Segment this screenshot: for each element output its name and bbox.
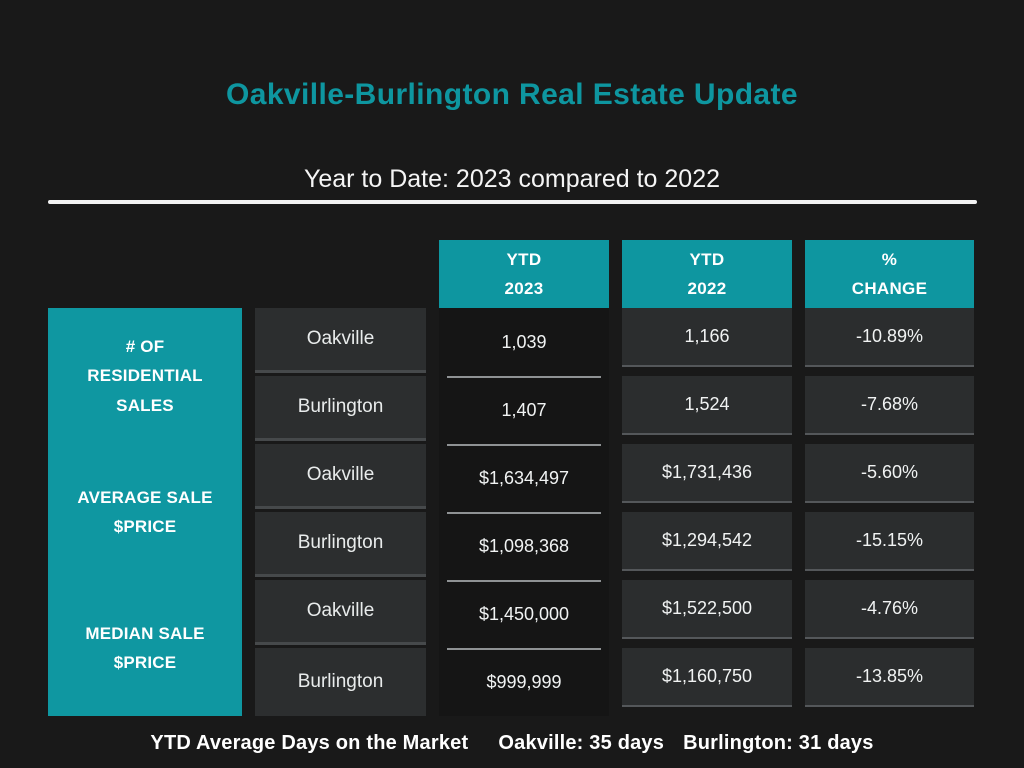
metric-label-line: SALES (116, 395, 174, 415)
value-pct-change: -13.85% (805, 648, 974, 707)
column-header-pct-change: % CHANGE (805, 240, 974, 308)
city-cell: Oakville (255, 444, 426, 509)
metric-label-line: MEDIAN SALE (85, 623, 205, 643)
header-spacer (48, 240, 426, 308)
header-line: 2022 (687, 279, 727, 298)
column-header-ytd-2023: YTD 2023 (439, 240, 609, 308)
metric-label-line: $PRICE (113, 517, 177, 536)
value-ytd2022: $1,160,750 (622, 648, 792, 707)
header-line: % (881, 249, 898, 269)
column-header-ytd-2022: YTD 2022 (622, 240, 792, 308)
value-ytd2023: 1,039 (439, 308, 609, 376)
footer-burlington-days: Burlington: 31 days (683, 732, 874, 754)
value-ytd2023: $1,634,497 (439, 444, 609, 512)
value-ytd2022: $1,294,542 (622, 512, 792, 571)
value-ytd2022: $1,522,500 (622, 580, 792, 639)
city-cell: Burlington (255, 512, 426, 577)
value-ytd2023: 1,407 (439, 376, 609, 444)
footer-oakville-days: Oakville: 35 days (498, 732, 665, 754)
value-ytd2022: 1,166 (622, 308, 792, 367)
header-line: 2023 (504, 279, 544, 298)
value-pct-change: -4.76% (805, 580, 974, 639)
value-ytd2023: $1,450,000 (439, 580, 609, 648)
footer-label: YTD Average Days on the Market (150, 732, 469, 754)
value-pct-change: -10.89% (805, 308, 974, 367)
metric-label-line: AVERAGE SALE (77, 487, 213, 507)
metric-label-residential-sales: # OF RESIDENTIAL SALES (48, 308, 242, 444)
metric-label-average-sale-price: AVERAGE SALE $PRICE (48, 444, 242, 580)
page-title: Oakville-Burlington Real Estate Update (226, 78, 798, 111)
value-ytd2023: $999,999 (439, 648, 609, 716)
value-ytd2023: $1,098,368 (439, 512, 609, 580)
metric-label-median-sale-price: MEDIAN SALE $PRICE (48, 580, 242, 716)
header-line: YTD (689, 249, 725, 269)
header-line: YTD (506, 249, 542, 269)
comparison-table: YTD 2023 YTD 2022 % CHANGE # OF RESIDENT… (48, 240, 974, 716)
value-ytd2022: $1,731,436 (622, 444, 792, 503)
metric-label-line: $PRICE (113, 653, 177, 672)
header-line: CHANGE (851, 279, 928, 298)
divider (48, 200, 977, 204)
value-pct-change: -15.15% (805, 512, 974, 571)
city-cell: Burlington (255, 376, 426, 441)
city-cell: Burlington (255, 648, 426, 716)
metric-label-line: RESIDENTIAL (87, 366, 203, 386)
subtitle: Year to Date: 2023 compared to 2022 (303, 165, 721, 193)
value-pct-change: -7.68% (805, 376, 974, 435)
footer: YTD Average Days on the Market Oakville:… (0, 732, 1024, 755)
metric-labels: # OF RESIDENTIAL SALES AVERAGE SALE $PRI… (48, 308, 242, 716)
metric-label-line: # OF (125, 337, 165, 357)
city-cell: Oakville (255, 580, 426, 645)
city-cell: Oakville (255, 308, 426, 373)
value-pct-change: -5.60% (805, 444, 974, 503)
value-ytd2022: 1,524 (622, 376, 792, 435)
